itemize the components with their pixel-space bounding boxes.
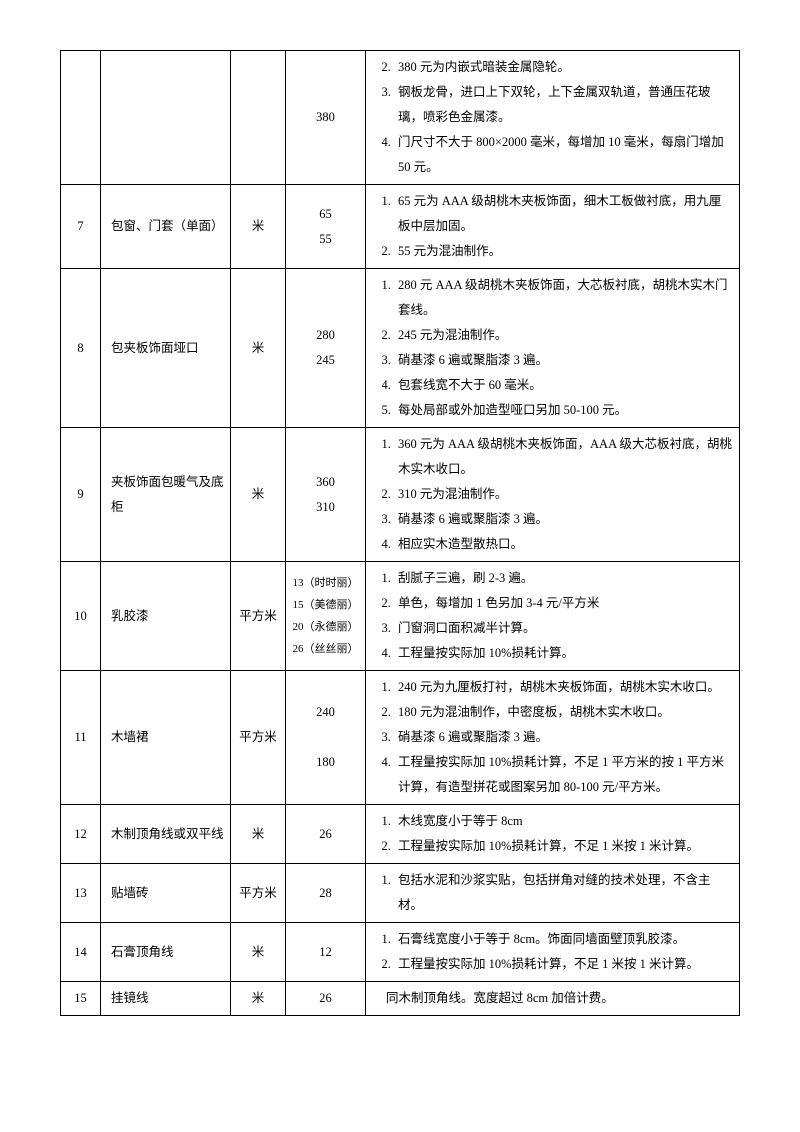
row-number: 10 (61, 562, 101, 671)
page: 380380 元为内嵌式暗装金属隐轮。钢板龙骨，进口上下双轮，上下金属双轨道，普… (0, 0, 800, 1066)
item-description: 65 元为 AAA 级胡桃木夹板饰面，细木工板做衬底，用九厘板中层加固。55 元… (366, 185, 740, 269)
item-description: 石膏线宽度小于等于 8cm。饰面同墙面壁顶乳胶漆。工程量按实际加 10%损耗计算… (366, 923, 740, 982)
description-item: 310 元为混油制作。 (394, 482, 733, 507)
table-row: 12木制顶角线或双平线米26木线宽度小于等于 8cm工程量按实际加 10%损耗计… (61, 805, 740, 864)
description-item: 工程量按实际加 10%损耗计算，不足 1 米按 1 米计算。 (394, 834, 733, 859)
table-row: 13贴墙砖平方米28 包括水泥和沙浆实贴，包括拼角对缝的技术处理，不含主材。 (61, 864, 740, 923)
row-number: 11 (61, 671, 101, 805)
description-item: 门尺寸不大于 800×2000 毫米，每增加 10 毫米，每扇门增加 50 元。 (394, 130, 733, 180)
table-row: 10乳胶漆平方米13（时时丽）15（美德丽）20（永德丽）26（丝丝丽）刮腻子三… (61, 562, 740, 671)
description-item: 工程量按实际加 10%损耗计算，不足 1 米按 1 米计算。 (394, 952, 733, 977)
row-number: 9 (61, 428, 101, 562)
description-item: 包括水泥和沙浆实贴，包括拼角对缝的技术处理，不含主材。 (394, 868, 733, 918)
item-description: 380 元为内嵌式暗装金属隐轮。钢板龙骨，进口上下双轮，上下金属双轨道，普通压花… (366, 51, 740, 185)
item-price: 6555 (286, 185, 366, 269)
row-number: 12 (61, 805, 101, 864)
item-description: 包括水泥和沙浆实贴，包括拼角对缝的技术处理，不含主材。 (366, 864, 740, 923)
description-item: 相应实木造型散热口。 (394, 532, 733, 557)
description-item: 380 元为内嵌式暗装金属隐轮。 (394, 55, 733, 80)
table-row: 14石膏顶角线米12石膏线宽度小于等于 8cm。饰面同墙面壁顶乳胶漆。工程量按实… (61, 923, 740, 982)
description-item: 木线宽度小于等于 8cm (394, 809, 733, 834)
item-price: 12 (286, 923, 366, 982)
description-item: 硝基漆 6 遍或聚脂漆 3 遍。 (394, 725, 733, 750)
row-number: 7 (61, 185, 101, 269)
item-price: 26 (286, 805, 366, 864)
item-name: 石膏顶角线 (101, 923, 231, 982)
item-price: 360310 (286, 428, 366, 562)
item-unit: 平方米 (231, 562, 286, 671)
description-item: 每处局部或外加造型哑口另加 50-100 元。 (394, 398, 733, 423)
item-price: 280245 (286, 269, 366, 428)
table-row: 380380 元为内嵌式暗装金属隐轮。钢板龙骨，进口上下双轮，上下金属双轨道，普… (61, 51, 740, 185)
description-item: 包套线宽不大于 60 毫米。 (394, 373, 733, 398)
table-row: 15挂镜线米26同木制顶角线。宽度超过 8cm 加倍计费。 (61, 982, 740, 1016)
description-item: 280 元 AAA 级胡桃木夹板饰面，大芯板衬底，胡桃木实木门套线。 (394, 273, 733, 323)
item-unit: 平方米 (231, 671, 286, 805)
item-unit: 米 (231, 185, 286, 269)
description-item: 180 元为混油制作，中密度板，胡桃木实木收口。 (394, 700, 733, 725)
item-name (101, 51, 231, 185)
description-item: 55 元为混油制作。 (394, 239, 733, 264)
description-item: 单色，每增加 1 色另加 3-4 元/平方米 (394, 591, 733, 616)
description-item: 245 元为混油制作。 (394, 323, 733, 348)
description-item: 360 元为 AAA 级胡桃木夹板饰面，AAA 级大芯板衬底，胡桃木实木收口。 (394, 432, 733, 482)
description-item: 钢板龙骨，进口上下双轮，上下金属双轨道，普通压花玻璃，喷彩色金属漆。 (394, 80, 733, 130)
row-number: 14 (61, 923, 101, 982)
item-description: 240 元为九厘板打衬，胡桃木夹板饰面，胡桃木实木收口。180 元为混油制作，中… (366, 671, 740, 805)
description-item: 石膏线宽度小于等于 8cm。饰面同墙面壁顶乳胶漆。 (394, 927, 733, 952)
table-row: 9夹板饰面包暖气及底柜米360310360 元为 AAA 级胡桃木夹板饰面，AA… (61, 428, 740, 562)
item-description: 木线宽度小于等于 8cm工程量按实际加 10%损耗计算，不足 1 米按 1 米计… (366, 805, 740, 864)
item-unit: 米 (231, 982, 286, 1016)
item-description: 280 元 AAA 级胡桃木夹板饰面，大芯板衬底，胡桃木实木门套线。245 元为… (366, 269, 740, 428)
description-item: 240 元为九厘板打衬，胡桃木夹板饰面，胡桃木实木收口。 (394, 675, 733, 700)
item-description: 360 元为 AAA 级胡桃木夹板饰面，AAA 级大芯板衬底，胡桃木实木收口。3… (366, 428, 740, 562)
item-price: 380 (286, 51, 366, 185)
description-item: 门窗洞口面积减半计算。 (394, 616, 733, 641)
table-row: 7包窗、门套（单面）米655565 元为 AAA 级胡桃木夹板饰面，细木工板做衬… (61, 185, 740, 269)
item-name: 挂镜线 (101, 982, 231, 1016)
pricing-table: 380380 元为内嵌式暗装金属隐轮。钢板龙骨，进口上下双轮，上下金属双轨道，普… (60, 50, 740, 1016)
item-name: 木制顶角线或双平线 (101, 805, 231, 864)
item-name: 乳胶漆 (101, 562, 231, 671)
description-item: 硝基漆 6 遍或聚脂漆 3 遍。 (394, 507, 733, 532)
item-description: 刮腻子三遍，刷 2-3 遍。单色，每增加 1 色另加 3-4 元/平方米门窗洞口… (366, 562, 740, 671)
item-unit: 米 (231, 428, 286, 562)
item-price: 26 (286, 982, 366, 1016)
table-row: 8包夹板饰面垭口米280245280 元 AAA 级胡桃木夹板饰面，大芯板衬底，… (61, 269, 740, 428)
item-price: 28 (286, 864, 366, 923)
item-name: 木墙裙 (101, 671, 231, 805)
item-unit: 米 (231, 805, 286, 864)
description-text: 同木制顶角线。宽度超过 8cm 加倍计费。 (372, 986, 733, 1011)
item-unit (231, 51, 286, 185)
item-name: 夹板饰面包暖气及底柜 (101, 428, 231, 562)
description-item: 工程量按实际加 10%损耗计算，不足 1 平方米的按 1 平方米计算，有造型拼花… (394, 750, 733, 800)
item-name: 包夹板饰面垭口 (101, 269, 231, 428)
description-item: 工程量按实际加 10%损耗计算。 (394, 641, 733, 666)
row-number: 13 (61, 864, 101, 923)
description-item: 65 元为 AAA 级胡桃木夹板饰面，细木工板做衬底，用九厘板中层加固。 (394, 189, 733, 239)
row-number (61, 51, 101, 185)
item-name: 贴墙砖 (101, 864, 231, 923)
description-item: 硝基漆 6 遍或聚脂漆 3 遍。 (394, 348, 733, 373)
item-description: 同木制顶角线。宽度超过 8cm 加倍计费。 (366, 982, 740, 1016)
item-unit: 米 (231, 923, 286, 982)
item-name: 包窗、门套（单面） (101, 185, 231, 269)
item-unit: 米 (231, 269, 286, 428)
item-unit: 平方米 (231, 864, 286, 923)
item-price: 13（时时丽）15（美德丽）20（永德丽）26（丝丝丽） (286, 562, 366, 671)
description-item: 刮腻子三遍，刷 2-3 遍。 (394, 566, 733, 591)
item-price: 240 180 (286, 671, 366, 805)
row-number: 15 (61, 982, 101, 1016)
row-number: 8 (61, 269, 101, 428)
table-row: 11木墙裙平方米240 180240 元为九厘板打衬，胡桃木夹板饰面，胡桃木实木… (61, 671, 740, 805)
